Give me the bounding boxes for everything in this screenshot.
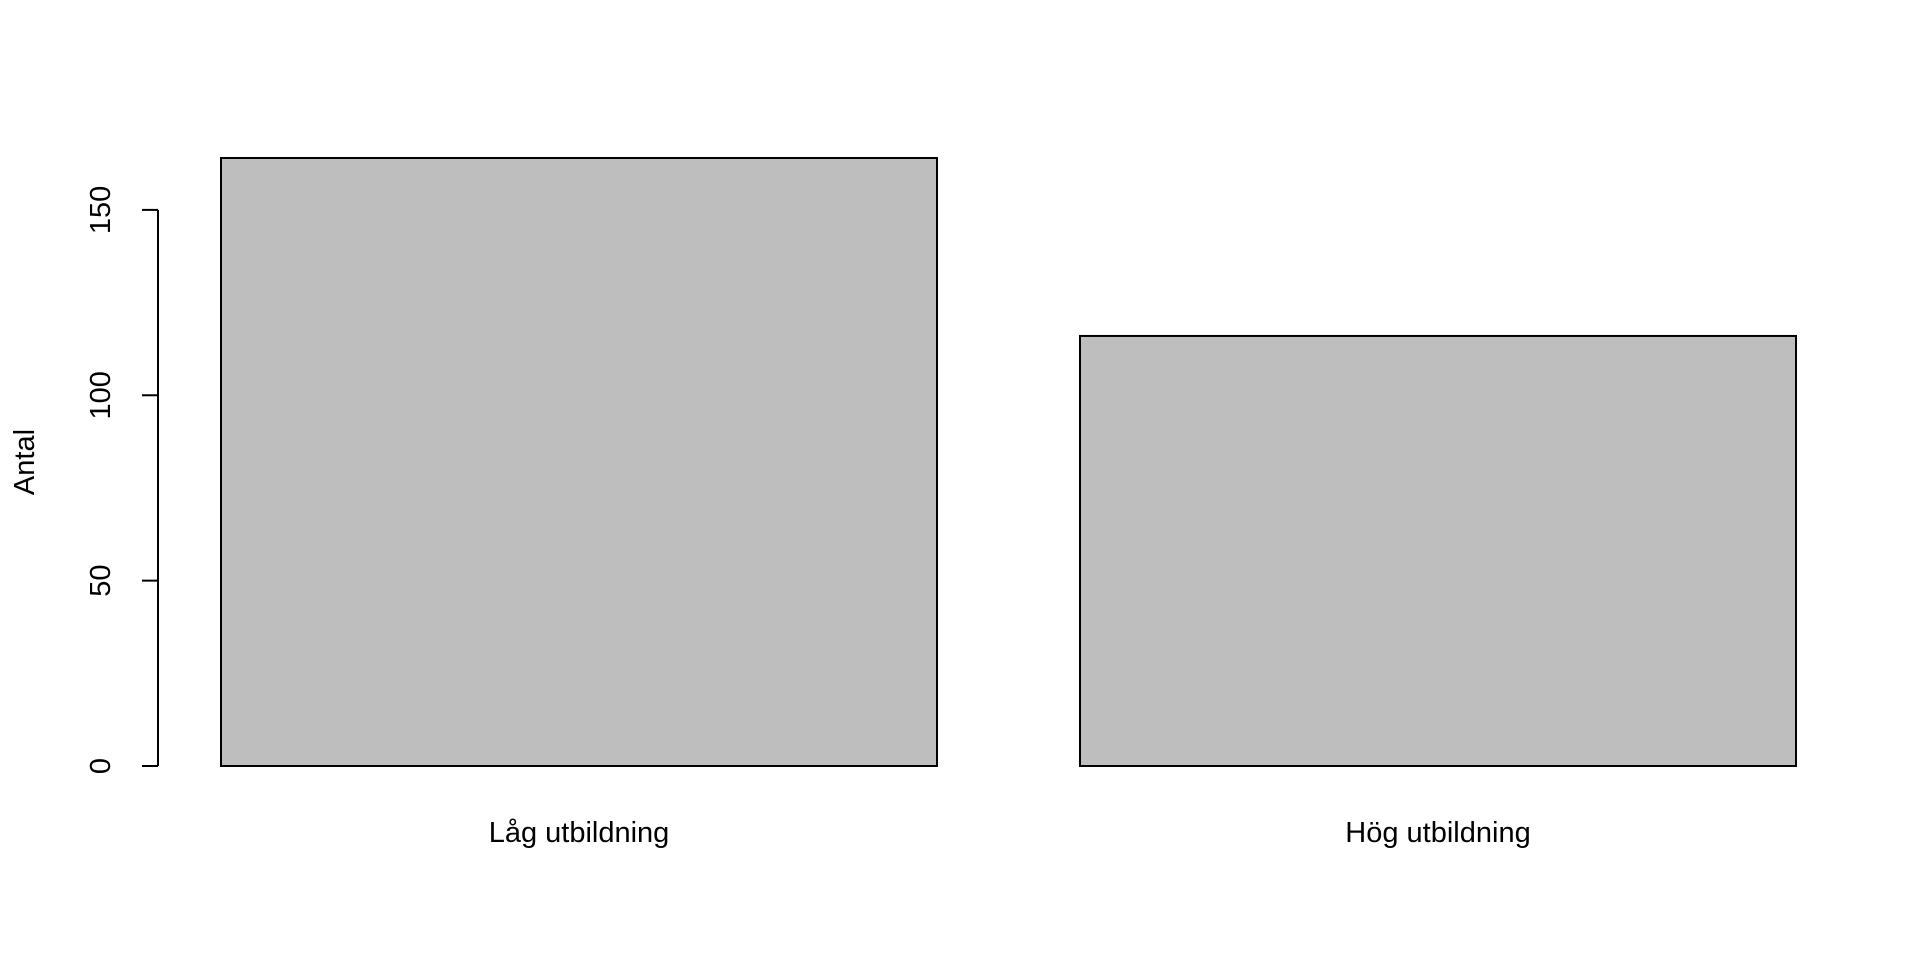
- bars-group: [220, 157, 1797, 767]
- category-label: Hög utbildning: [1345, 817, 1530, 849]
- y-tick-label: 150: [85, 186, 117, 234]
- y-axis-label: Antal: [9, 429, 41, 495]
- category-label: Låg utbildning: [489, 817, 670, 849]
- bar-1: [220, 157, 938, 767]
- y-axis: 0 50 100 150: [85, 186, 159, 774]
- y-tick-label: 50: [85, 565, 117, 597]
- y-tick-label: 100: [85, 371, 117, 419]
- x-axis-labels: Låg utbildning Hög utbildning: [489, 817, 1531, 849]
- bar-2: [1079, 334, 1797, 767]
- y-tick-label: 0: [85, 758, 117, 774]
